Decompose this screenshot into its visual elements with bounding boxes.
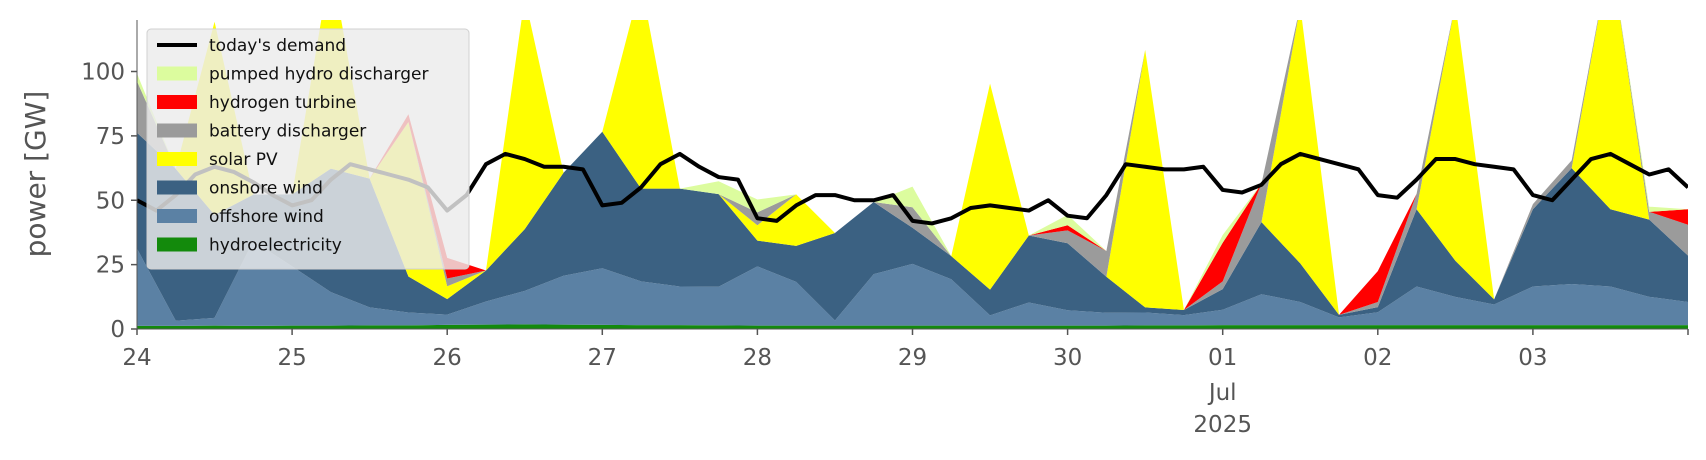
legend-swatch-pumped-hydro-discharger (157, 66, 197, 81)
area-onshore-wind (137, 131, 1688, 321)
legend-swatch-battery-discharger (157, 123, 197, 138)
x-tick-sublabel: 2025 (1193, 412, 1252, 438)
y-tick-label: 75 (96, 124, 125, 150)
area-offshore-wind (137, 240, 1688, 326)
x-tick-label: 02 (1363, 345, 1392, 371)
y-tick-label: 25 (96, 253, 125, 279)
legend-box (146, 28, 470, 270)
x-tick-label: 03 (1518, 345, 1547, 371)
x-tick-label: 25 (277, 345, 306, 371)
axes: 0 25 50 75 100 24 25 26 27 28 29 30 01 Jul 2025 02 03 (81, 20, 1689, 438)
x-tick-label: 01 (1208, 345, 1237, 371)
area-solar-pv (137, 20, 1688, 315)
x-tick-label: 30 (1053, 345, 1082, 371)
stacked-areas (137, 20, 1688, 329)
legend-label-pumped-hydro-discharger: pumped hydro discharger (209, 65, 428, 85)
legend-label-solar-pv: solar PV (209, 150, 278, 170)
y-tick-label: 0 (110, 317, 125, 343)
legend-label-today-s-demand: today's demand (209, 36, 346, 56)
legend-label-offshore-wind: offshore wind (209, 207, 324, 227)
legend-label-battery-discharger: battery discharger (209, 122, 366, 142)
area-hydroelectricity (137, 324, 1688, 329)
x-tick-label: 26 (433, 345, 462, 371)
y-tick-label: 50 (96, 188, 125, 214)
x-tick-label: 28 (743, 345, 772, 371)
legend: today's demand pumped hydro discharger hyd… (146, 28, 470, 270)
legend-swatch-onshore-wind (157, 180, 197, 195)
legend-label-hydrogen-turbine: hydrogen turbine (209, 93, 356, 113)
x-tick-sublabel: Jul (1207, 380, 1237, 406)
y-axis-label: power [GW] (19, 91, 52, 258)
legend-label-hydroelectricity: hydroelectricity (209, 236, 342, 256)
legend-label-onshore-wind: onshore wind (209, 179, 323, 199)
x-tick-label: 27 (588, 345, 617, 371)
legend-swatch-hydroelectricity (157, 237, 197, 252)
legend-swatch-offshore-wind (157, 209, 197, 223)
legend-swatch-hydrogen-turbine (157, 95, 197, 109)
x-tick-label: 29 (898, 345, 927, 371)
legend-swatch-solar-pv (157, 152, 197, 166)
x-tick-label: 24 (122, 345, 151, 371)
y-tick-label: 100 (81, 60, 125, 86)
